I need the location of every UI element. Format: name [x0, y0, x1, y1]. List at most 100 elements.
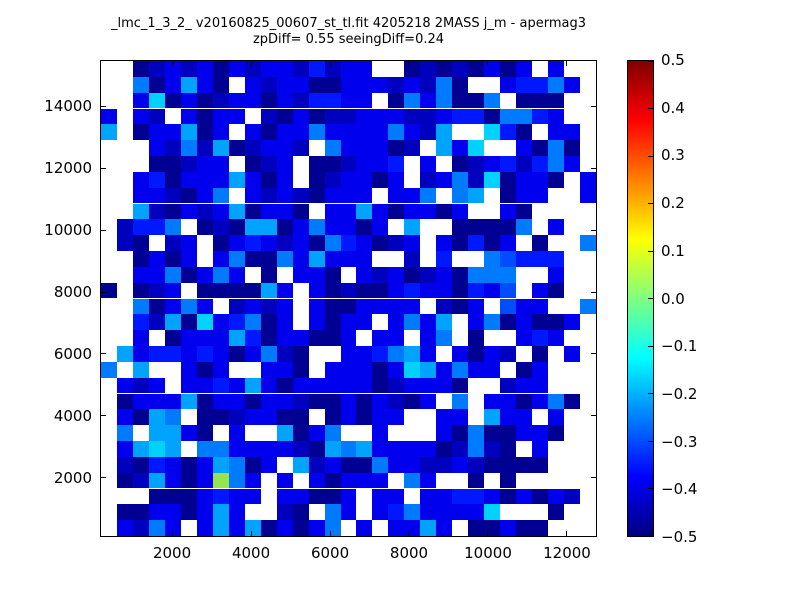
- heatmap-cell: [436, 282, 453, 299]
- heatmap-cell: [132, 235, 149, 251]
- heatmap-cell: [212, 203, 229, 220]
- heatmap-cell: [132, 520, 149, 536]
- heatmap-cell: [532, 187, 549, 204]
- heatmap-cell: [420, 361, 437, 378]
- heatmap-cell: [420, 92, 437, 109]
- heatmap-cell: [516, 124, 533, 141]
- heatmap-cell: [116, 393, 133, 410]
- heatmap-cell: [484, 282, 501, 299]
- heatmap-cell: [196, 409, 213, 426]
- y-tick: [591, 167, 596, 169]
- heatmap-cell: [356, 346, 373, 362]
- heatmap-cell: [516, 76, 533, 93]
- heatmap-cell: [532, 314, 549, 331]
- heatmap-cell: [372, 76, 389, 93]
- heatmap-cell: [180, 171, 197, 188]
- x-tick-label: 12000: [543, 544, 591, 562]
- heatmap-cell: [228, 330, 245, 346]
- heatmap-cell: [132, 266, 149, 283]
- x-tick: [565, 531, 567, 536]
- heatmap-cell: [212, 251, 229, 267]
- heatmap-cell: [564, 140, 581, 156]
- heatmap-cell: [228, 346, 245, 362]
- heatmap-cell: [148, 203, 165, 220]
- heatmap-cell: [276, 187, 293, 204]
- heatmap-cell: [532, 425, 549, 441]
- heatmap-cell: [212, 266, 229, 283]
- heatmap-cell: [516, 203, 533, 220]
- heatmap-cell: [420, 187, 437, 204]
- heatmap-cell: [324, 140, 341, 156]
- heatmap-cell: [228, 488, 245, 505]
- heatmap-cell: [276, 377, 293, 394]
- heatmap-cell: [148, 266, 165, 283]
- heatmap-cell: [292, 520, 309, 536]
- heatmap-cell: [196, 108, 213, 125]
- heatmap-cell: [164, 251, 181, 267]
- heatmap-cell: [468, 361, 485, 378]
- heatmap-cell: [116, 441, 133, 457]
- heatmap-cell: [228, 171, 245, 188]
- heatmap-cell: [580, 187, 596, 204]
- heatmap-cell: [468, 108, 485, 125]
- heatmap-cell: [532, 156, 549, 172]
- heatmap-cell: [388, 203, 405, 220]
- heatmap-cell: [292, 361, 309, 378]
- heatmap-cell: [340, 441, 357, 457]
- heatmap-cell: [212, 504, 229, 521]
- heatmap-cell: [228, 298, 245, 315]
- heatmap-cell: [340, 171, 357, 188]
- heatmap-cell: [532, 92, 549, 109]
- heatmap-cell: [212, 393, 229, 410]
- heatmap-cell: [148, 187, 165, 204]
- heatmap-cell: [228, 61, 245, 77]
- heatmap-cell: [180, 425, 197, 441]
- heatmap-cell: [148, 314, 165, 331]
- heatmap-cell: [196, 187, 213, 204]
- heatmap-cell: [308, 472, 325, 489]
- heatmap-cell: [468, 171, 485, 188]
- heatmap-cell: [500, 472, 517, 489]
- heatmap-cell: [180, 76, 197, 93]
- y-tick-label: 4000: [53, 407, 92, 426]
- heatmap-cell: [292, 330, 309, 346]
- colorbar-tick-label: −0.2: [661, 384, 698, 403]
- heatmap-cell: [308, 456, 325, 473]
- heatmap-cell: [564, 393, 581, 410]
- heatmap-cell: [164, 76, 181, 93]
- heatmap-cell: [436, 520, 453, 536]
- heatmap-cell: [244, 251, 261, 267]
- colorbar-tick-label: 0.3: [661, 146, 685, 165]
- heatmap-cell: [484, 441, 501, 457]
- heatmap-cell: [244, 314, 261, 331]
- heatmap-cell: [101, 124, 117, 141]
- heatmap-cell: [212, 61, 229, 77]
- heatmap-cell: [308, 282, 325, 299]
- heatmap-cell: [532, 520, 549, 536]
- heatmap-cell: [372, 108, 389, 125]
- heatmap-cell: [564, 346, 581, 362]
- heatmap-cell: [388, 330, 405, 346]
- heatmap-cell: [468, 298, 485, 315]
- heatmap-cell: [228, 393, 245, 410]
- heatmap-cell: [468, 235, 485, 251]
- heatmap-cell: [244, 203, 261, 220]
- heatmap-cell: [388, 156, 405, 172]
- heatmap-cell: [212, 314, 229, 331]
- heatmap-cell: [148, 377, 165, 394]
- heatmap-cell: [484, 251, 501, 267]
- heatmap-cell: [276, 171, 293, 188]
- heatmap-cell: [404, 61, 421, 77]
- heatmap-cell: [388, 92, 405, 109]
- heatmap-cell: [500, 377, 517, 394]
- heatmap-cell: [452, 108, 469, 125]
- heatmap-cell: [148, 504, 165, 521]
- heatmap-cell: [132, 187, 149, 204]
- heatmap-cell: [516, 488, 533, 505]
- heatmap-cell: [404, 140, 421, 156]
- heatmap-cell: [292, 76, 309, 93]
- heatmap-cell: [228, 251, 245, 267]
- heatmap-cell: [404, 441, 421, 457]
- heatmap-cell: [452, 235, 469, 251]
- heatmap-cell: [196, 76, 213, 93]
